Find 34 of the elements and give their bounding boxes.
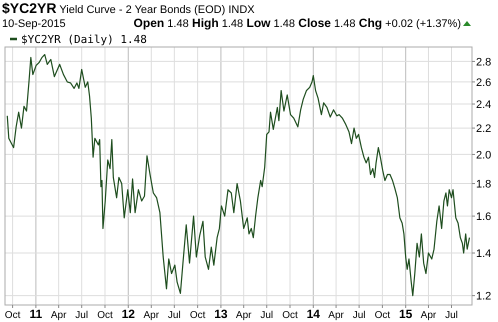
y-tick-label: 1.4 (476, 248, 492, 260)
x-tick-label: Oct (374, 310, 390, 321)
y-tick-label: 2.4 (476, 99, 492, 112)
x-tick-label: Oct (97, 310, 113, 321)
line-series (6, 54, 470, 296)
x-tick-label: Jul (260, 310, 274, 321)
y-tick-label: 2.8 (476, 56, 492, 68)
y-tick-label: 1.2 (476, 290, 492, 303)
x-tick-label: 12 (122, 307, 136, 321)
y-tick-label: 2.0 (476, 149, 492, 162)
x-tick-label: Jul (352, 310, 366, 321)
y-tick-label: 1.8 (476, 178, 492, 191)
x-tick-label: Oct (4, 310, 21, 321)
text: Open 1.48 High 1.48 Low 1.48 Close 1.48 Chg +0.02 (+1.37%) (134, 16, 461, 30)
y-tick-label: 1.6 (476, 211, 492, 224)
y-tick-label: 2.6 (476, 76, 492, 89)
x-tick-label: Apr (328, 310, 345, 321)
x-tick-label: Apr (144, 310, 160, 321)
x-tick-label: 11 (30, 307, 43, 321)
x-tick-label: Jul (445, 310, 458, 321)
chart-subtitle: 10-Sep-2015 (2, 18, 66, 30)
x-tick-label: Apr (420, 310, 437, 321)
x-tick-label: Jul (168, 310, 181, 321)
chart-title: $YC2YR Yield Curve - 2 Year Bonds (EOD) INDX (2, 0, 255, 16)
x-tick-label: Apr (50, 310, 68, 321)
x-tick-label: Oct (190, 310, 206, 321)
x-tick-label: Apr (236, 310, 252, 321)
y-tick-label: 2.2 (476, 123, 492, 136)
x-tick-label: 15 (399, 307, 413, 321)
x-tick-label: Oct (282, 310, 298, 321)
legend-label: $YC2YR (Daily) 1.48 (21, 33, 147, 46)
x-tick-label: 14 (306, 307, 320, 321)
x-tick-label: 13 (214, 307, 228, 321)
x-tick-label: Jul (75, 310, 88, 321)
